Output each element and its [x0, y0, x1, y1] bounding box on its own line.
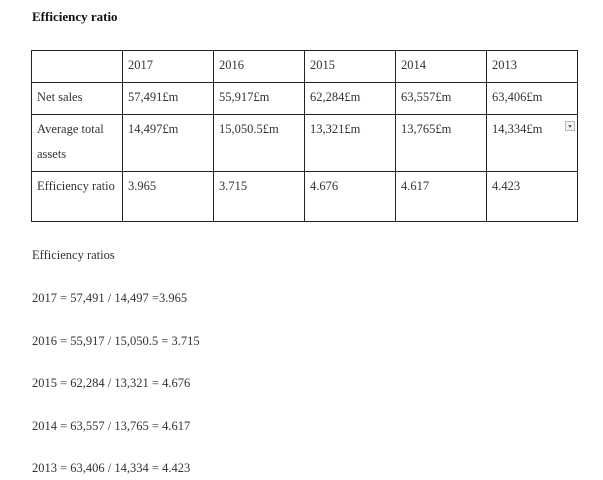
cell-net-sales-2016: 55,917£m [213, 82, 305, 115]
cell-net-sales-2014: 63,557£m [395, 82, 487, 115]
cell-ratio-2015: 4.676 [304, 171, 396, 222]
cell-ratio-2013: 4.423 [486, 171, 578, 222]
table-row: Average total assets 14,497£m 15,050.5£m… [31, 114, 578, 172]
table-header-row: 2017 2016 2015 2014 2013 [31, 50, 578, 83]
calculation-line-2015: 2015 = 62,284 / 13,321 = 4.676 [32, 376, 191, 390]
cell-net-sales-2013: 63,406£m [486, 82, 578, 115]
cell-assets-2013-container[interactable]: 14,334£m [486, 114, 578, 172]
row-label-efficiency-ratio: Efficiency ratio [31, 171, 123, 222]
row-label-average-total-assets: Average total assets [31, 114, 123, 172]
cell-assets-2017: 14,497£m [122, 114, 214, 172]
row-label-net-sales: Net sales [31, 82, 123, 115]
calculation-line-2014: 2014 = 63,557 / 13,765 = 4.617 [32, 419, 191, 433]
header-cell-2017: 2017 [122, 50, 214, 83]
chevron-down-icon[interactable] [565, 121, 575, 131]
header-cell-2016: 2016 [213, 50, 305, 83]
table-row: Net sales 57,491£m 55,917£m 62,284£m 63,… [31, 82, 578, 115]
cell-net-sales-2017: 57,491£m [122, 82, 214, 115]
header-cell-2013: 2013 [486, 50, 578, 83]
cell-assets-2016: 15,050.5£m [213, 114, 305, 172]
section-label-efficiency-ratios: Efficiency ratios [32, 248, 115, 262]
cell-ratio-2016: 3.715 [213, 171, 305, 222]
page-title: Efficiency ratio [32, 9, 118, 24]
cell-net-sales-2015: 62,284£m [304, 82, 396, 115]
header-cell-empty [31, 50, 123, 83]
cell-ratio-2017: 3.965 [122, 171, 214, 222]
cell-assets-2013-wrap: 14,334£m [492, 117, 575, 142]
cell-assets-2015: 13,321£m [304, 114, 396, 172]
calculation-line-2017: 2017 = 57,491 / 14,497 =3.965 [32, 291, 188, 305]
header-cell-2014: 2014 [395, 50, 487, 83]
cell-ratio-2014: 4.617 [395, 171, 487, 222]
calculation-line-2016: 2016 = 55,917 / 15,050.5 = 3.715 [32, 334, 200, 348]
efficiency-table: 2017 2016 2015 2014 2013 Net sales 57,49… [31, 50, 578, 222]
cell-assets-2013: 14,334£m [492, 122, 543, 136]
table-row: Efficiency ratio 3.965 3.715 4.676 4.617… [31, 171, 578, 222]
calculation-line-2013: 2013 = 63,406 / 14,334 = 4.423 [32, 461, 191, 475]
cell-assets-2014: 13,765£m [395, 114, 487, 172]
header-cell-2015: 2015 [304, 50, 396, 83]
